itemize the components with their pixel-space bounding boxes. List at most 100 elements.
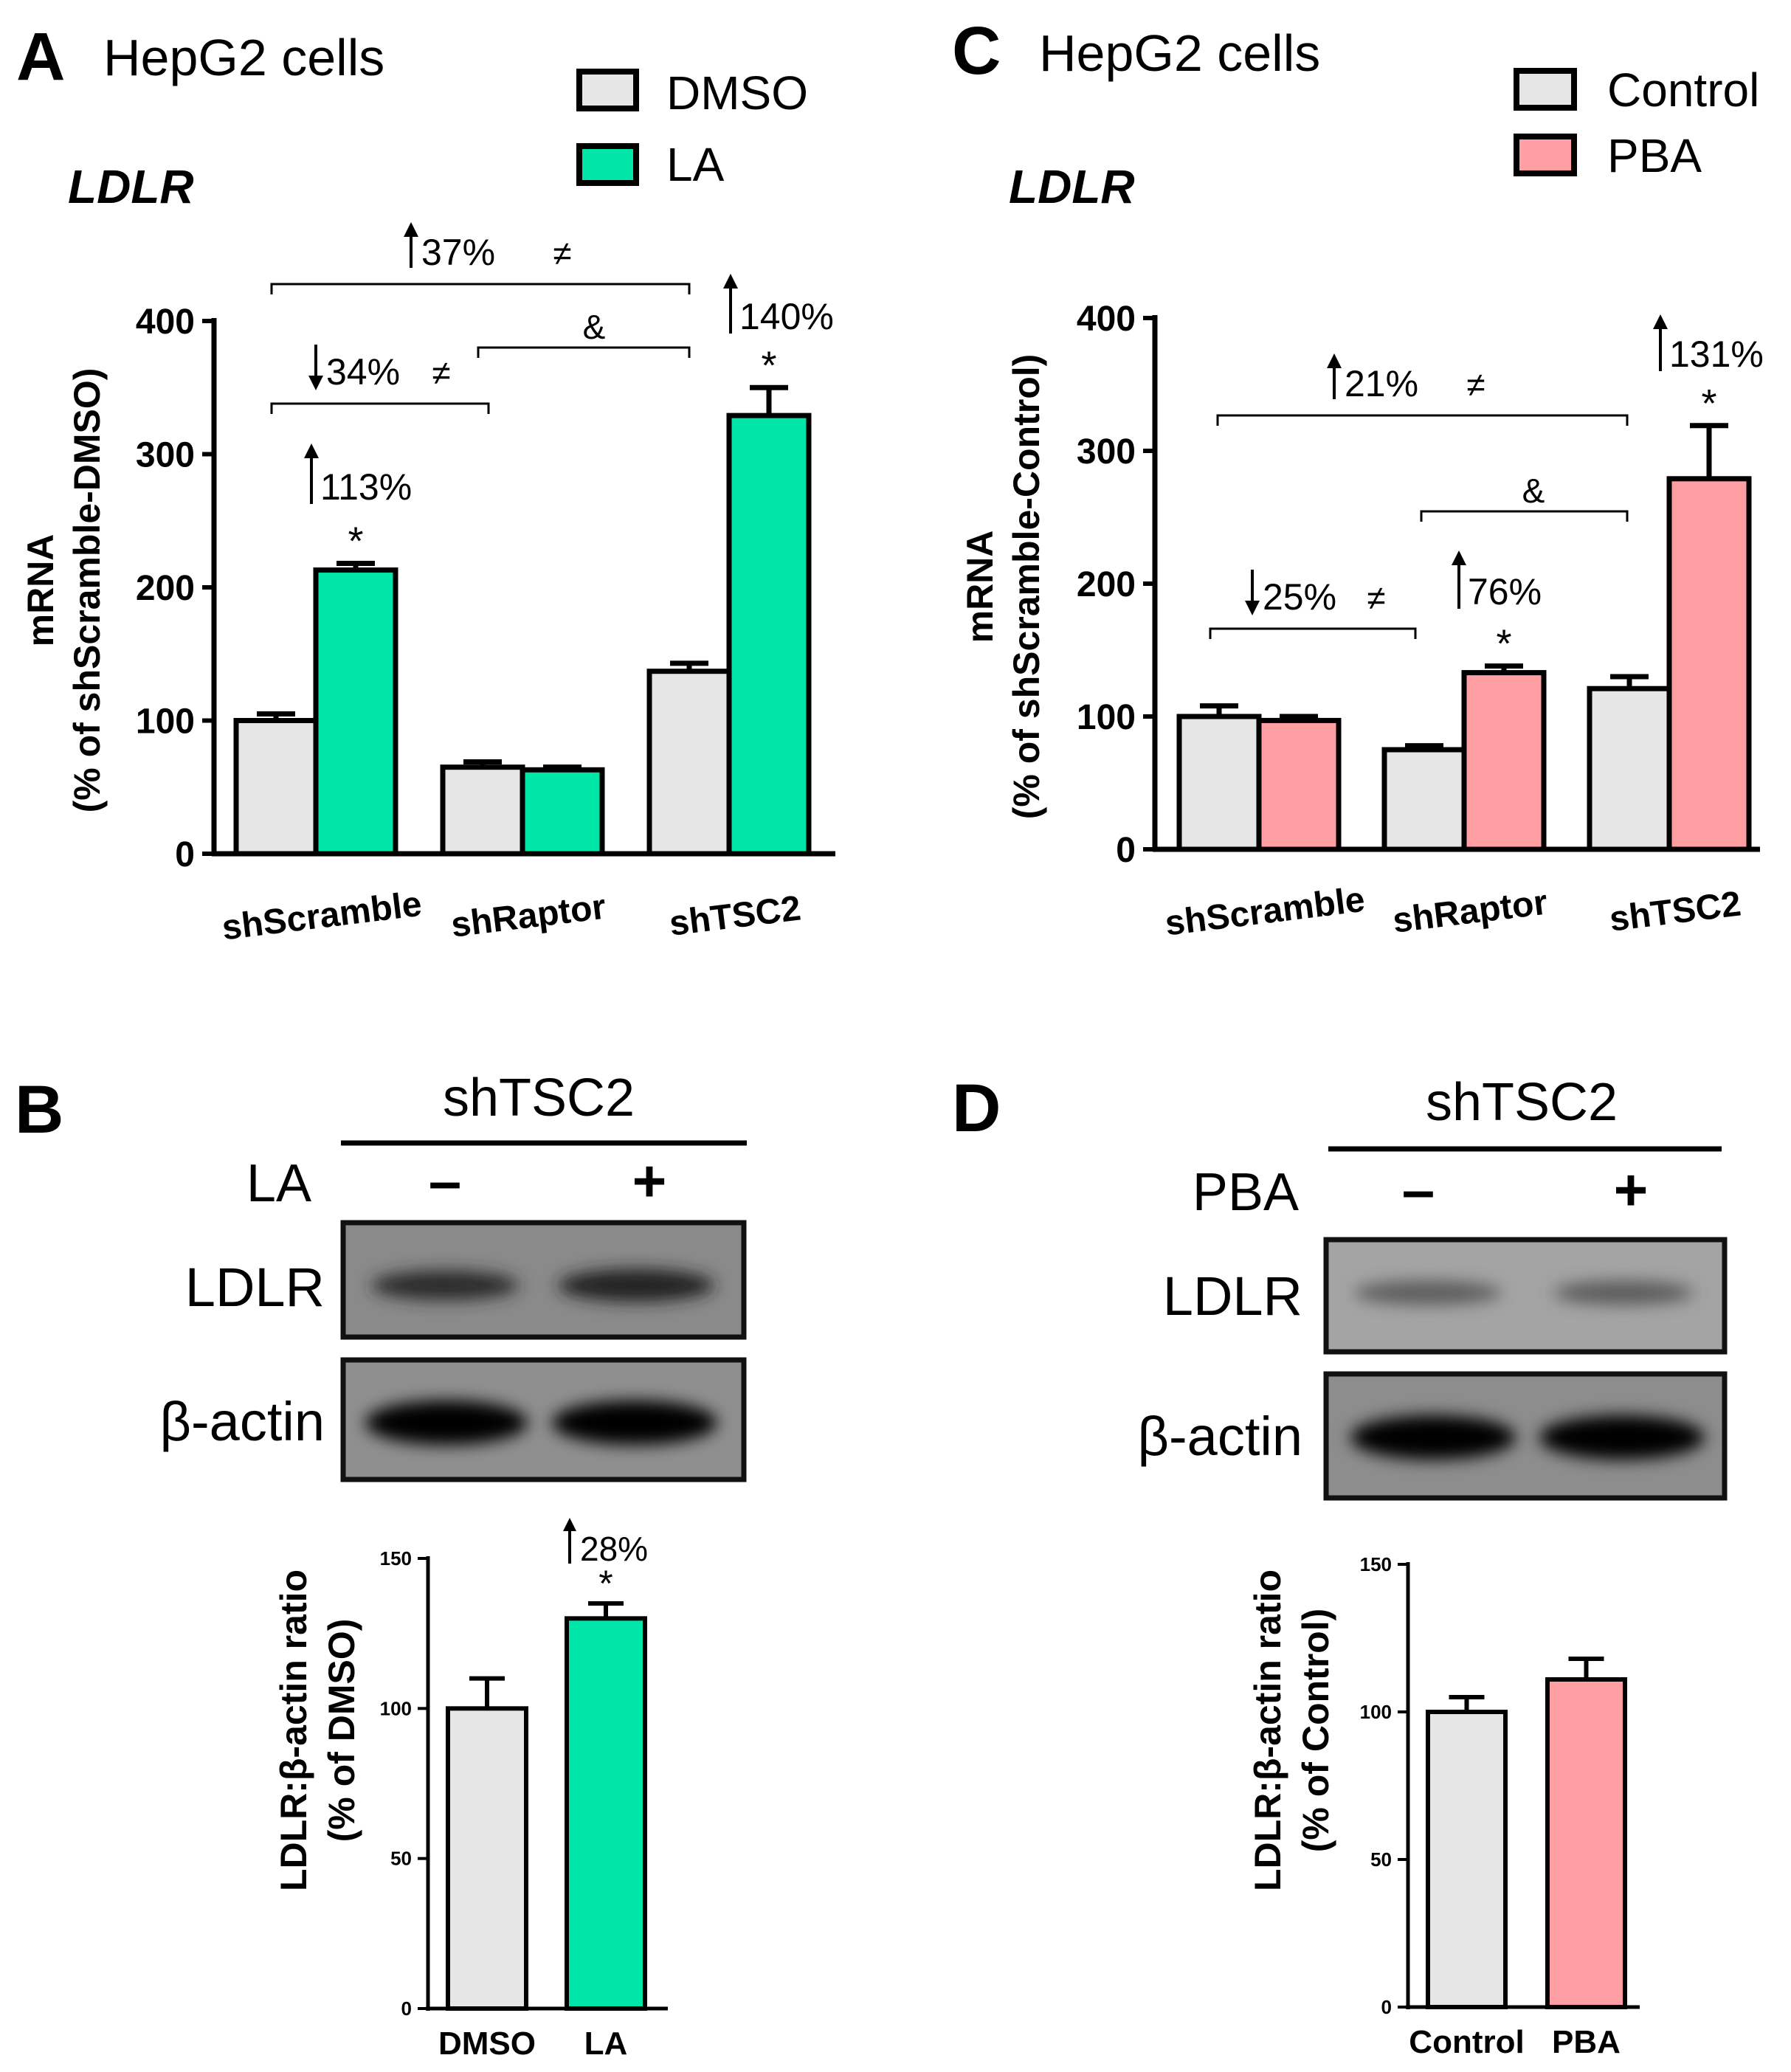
panel-c-bracket-change-label: 25%: [1263, 576, 1336, 618]
panel-d-ylabel-2: (% of Control): [1295, 1609, 1336, 1852]
panel-d-bar-control: [1426, 1710, 1508, 2009]
panel-c-up-arrow-icon: [1653, 314, 1668, 329]
legend-label-control: Control: [1607, 63, 1759, 117]
blot-d-band2-label: β-actin: [1137, 1406, 1302, 1467]
panel-d-ytick-label: 100: [1360, 1701, 1392, 1723]
panel-c-bar-control-shraptor: [1381, 747, 1467, 852]
panel-c-title: HepG2 cells: [1039, 24, 1320, 82]
panel-a-significance-star: *: [761, 343, 776, 387]
panel-c-ytick-label: 0: [1116, 831, 1136, 870]
panel-b-ytick-label: 150: [380, 1547, 412, 1569]
panel-a-down-arrow-icon: [308, 376, 323, 390]
panel-a-change-label: 140%: [739, 296, 834, 337]
panel-b-bar-dmso: [446, 1706, 528, 2011]
panel-a: A HepG2 cells LDLR DMSO LA mRNA (% of sh…: [16, 19, 835, 948]
panel-d: D shTSC2 PBA – + LDLR β-actin LDLR:β-act…: [952, 1071, 1728, 2060]
panel-c-comparison-bracket: [1420, 510, 1629, 522]
legend-swatch-pba: [1514, 134, 1577, 176]
panel-a-gene-label: LDLR: [68, 160, 194, 213]
panel-a-title: HepG2 cells: [103, 29, 384, 86]
panel-c-bar-pba-shscramble: [1256, 717, 1342, 852]
panel-a-bracket-symbol: ≠: [432, 353, 450, 392]
panel-a-ylabel-2: (% of shScramble-DMSO): [66, 368, 108, 813]
panel-c-ytick-label: 200: [1077, 565, 1136, 604]
panel-a-ytick-label: 200: [136, 569, 195, 608]
panel-b-ylabel-1: LDLR:β-actin ratio: [273, 1569, 314, 1891]
panel-c-ytick-label: 400: [1077, 300, 1136, 339]
panel-a-bar-dmso-shtsc2: [646, 669, 732, 857]
blot-b-plus-label: +: [632, 1148, 667, 1214]
panel-a-ytick-label: 0: [175, 835, 195, 874]
legend-swatch-dmso: [576, 69, 639, 111]
panel-a-annotations: 113%140%34% ≠&37% ≠: [270, 222, 834, 508]
panel-a-bracket-change-label: 37%: [421, 232, 495, 273]
panel-c-change-label: 131%: [1669, 334, 1764, 375]
panel-b-bar-la: [565, 1616, 647, 2011]
panel-a-significance-star: *: [348, 519, 363, 564]
legend-label-dmso: DMSO: [666, 66, 808, 120]
panel-c-bracket-symbol: &: [1522, 472, 1545, 510]
panel-a-bracket-symbol: &: [583, 308, 606, 346]
panel-c-bracket-symbol: ≠: [1367, 579, 1385, 617]
legend-label-la: LA: [666, 138, 725, 191]
blot-b-condition-header: shTSC2: [443, 1068, 635, 1127]
panel-a-comparison-bracket: [270, 402, 490, 414]
panel-b-ytick-label: 50: [390, 1848, 412, 1870]
panel-a-bar-la-shtsc2: [726, 412, 812, 857]
panel-b-ytick-label: 0: [401, 1997, 412, 2020]
blot-b-band1-label: LDLR: [185, 1257, 325, 1318]
panel-d-chart: 0 50 100 150 Control PBA: [1360, 1553, 1640, 2060]
panel-a-up-arrow-icon: [304, 443, 319, 458]
panel-c-bracket-change-label: 21%: [1345, 363, 1418, 404]
panel-c-significance-star: *: [1496, 622, 1511, 666]
blot-b-treatment-label: LA: [246, 1154, 311, 1213]
panel-a-legend: DMSO LA: [576, 66, 808, 191]
panel-b-change-label: 28%: [580, 1530, 648, 1568]
panel-a-up-arrow-icon: [404, 222, 418, 237]
panel-a-bracket-change-label: 34%: [326, 351, 400, 393]
panel-d-xtick-label: Control: [1409, 2024, 1524, 2060]
panel-c-significance-star: *: [1701, 381, 1716, 426]
blot-d-ldlr-image: [1323, 1237, 1728, 1355]
panel-c-gene-label: LDLR: [1009, 160, 1135, 213]
blot-d-condition-header: shTSC2: [1426, 1073, 1618, 1132]
panel-d-letter: D: [952, 1071, 1001, 1146]
panel-d-ylabel-1: LDLR:β-actin ratio: [1247, 1569, 1288, 1891]
blot-d-plus-label: +: [1614, 1157, 1649, 1223]
blot-d-band1-label: LDLR: [1163, 1265, 1302, 1327]
panel-c-ytick-label: 100: [1077, 698, 1136, 737]
panel-a-bar-la-shraptor: [520, 767, 605, 857]
panel-a-ytick-label: 100: [136, 702, 195, 742]
panel-a-bar-dmso-shraptor: [440, 764, 525, 857]
panel-d-bar-pba: [1545, 1677, 1627, 2009]
panel-a-change-label: 113%: [320, 466, 412, 508]
panel-c-comparison-bracket: [1209, 627, 1417, 639]
panel-b: B shTSC2 LA – + LDLR β-actin LDLR:β-acti…: [15, 1068, 747, 2062]
panel-c-change-label: 76%: [1468, 571, 1542, 612]
panel-a-ytick-label: 400: [136, 303, 195, 342]
panel-c-bar-control-shtsc2: [1587, 686, 1672, 852]
blot-d-minus-label: –: [1402, 1157, 1435, 1223]
panel-a-bracket-symbol: ≠: [553, 234, 571, 272]
panel-b-letter: B: [15, 1072, 63, 1147]
panel-c-ylabel-1: mRNA: [959, 531, 1001, 643]
panel-d-ytick-label: 150: [1360, 1553, 1392, 1575]
panel-c-ylabel-2: (% of shScramble-Control): [1006, 354, 1047, 820]
panel-c-bar-pba-shraptor: [1461, 670, 1547, 852]
panel-a-bar-dmso-shscramble: [233, 718, 319, 857]
panel-b-xtick-label: LA: [584, 2026, 628, 2062]
panel-d-ytick-label: 50: [1370, 1848, 1392, 1871]
legend-swatch-la: [576, 143, 639, 186]
panel-a-up-arrow-icon: [723, 274, 738, 289]
legend-swatch-control: [1514, 68, 1577, 111]
panel-c-legend: Control PBA: [1514, 63, 1759, 182]
panel-b-ylabel-2: (% of DMSO): [321, 1619, 362, 1843]
panel-c-annotations: 76% 131% 25% ≠ & 21% ≠: [1209, 314, 1764, 639]
panel-c-ytick-label: 300: [1077, 432, 1136, 472]
blot-b-band2-label: β-actin: [159, 1391, 325, 1452]
panel-c-bar-pba-shtsc2: [1666, 476, 1752, 852]
panel-c-up-arrow-icon: [1327, 353, 1342, 368]
blot-b-minus-label: –: [429, 1148, 462, 1214]
legend-label-pba: PBA: [1607, 129, 1702, 182]
